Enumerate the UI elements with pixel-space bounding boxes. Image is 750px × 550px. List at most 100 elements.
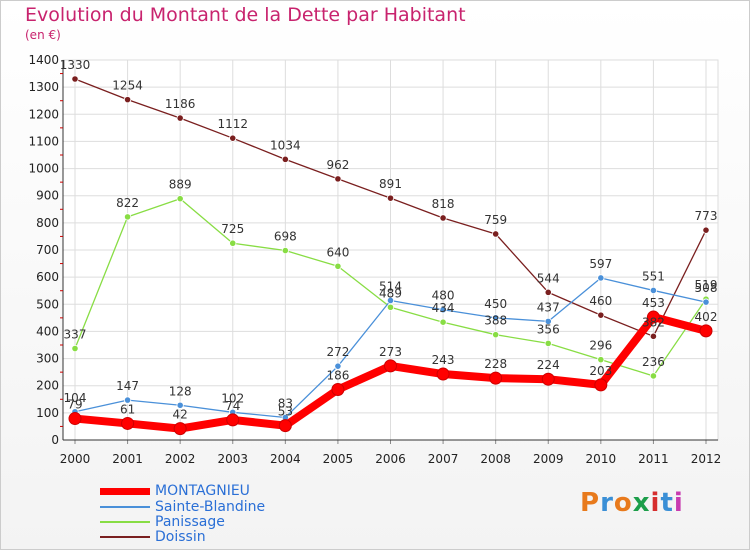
data-label-doissin: 382 (642, 315, 665, 329)
legend-item-montagnieu: MONTAGNIEU (100, 484, 300, 499)
legend-swatch-doissin (100, 536, 150, 538)
data-point-doissin (123, 96, 132, 104)
data-label-doissin: 1112 (217, 117, 248, 131)
y-tick-label: 900 (36, 189, 59, 203)
data-point-montagnieu (384, 359, 397, 373)
x-tick-label: 2000 (60, 452, 91, 466)
data-label-montagnieu: 224 (537, 358, 560, 372)
y-tick-label: 100 (36, 406, 59, 420)
data-label-sainte-blandine: 147 (116, 379, 139, 393)
data-label-montagnieu: 203 (589, 364, 612, 378)
y-tick-label: 1000 (28, 162, 59, 176)
data-point-panissage (649, 372, 658, 380)
data-label-montagnieu: 273 (379, 345, 402, 359)
x-tick-label: 2007 (428, 452, 459, 466)
data-label-doissin: 962 (326, 158, 349, 172)
data-point-doissin (281, 155, 289, 163)
data-point-montagnieu (541, 372, 555, 386)
data-point-doissin (597, 311, 605, 319)
data-label-doissin: 1254 (112, 79, 143, 93)
data-point-doissin (71, 75, 79, 83)
data-point-sainte-blandine (439, 306, 447, 314)
data-label-panissage: 236 (642, 355, 665, 369)
data-label-montagnieu: 228 (484, 357, 507, 371)
data-point-panissage (281, 246, 289, 255)
legend-label-sainte-blandine: Sainte-Blandine (155, 499, 266, 515)
data-label-montagnieu: 243 (432, 353, 455, 367)
x-tick-label: 2009 (533, 452, 564, 466)
x-tick-label: 2010 (586, 452, 617, 466)
logo-letter: o (613, 488, 633, 518)
data-point-montagnieu (68, 412, 82, 426)
data-point-doissin (334, 175, 342, 183)
data-label-sainte-blandine: 83 (278, 396, 293, 410)
y-tick-label: 400 (36, 324, 59, 338)
data-point-montagnieu (278, 419, 292, 433)
x-tick-label: 2011 (638, 452, 669, 466)
data-point-montagnieu (173, 422, 187, 436)
data-point-sainte-blandine (649, 286, 658, 295)
data-label-panissage: 698 (274, 230, 297, 244)
data-label-doissin: 1034 (270, 138, 301, 152)
data-label-panissage: 356 (537, 322, 560, 336)
x-tick-label: 2003 (217, 452, 248, 466)
data-point-sainte-blandine (334, 362, 342, 370)
data-point-panissage (71, 344, 79, 353)
legend-label-doissin: Doissin (155, 529, 206, 545)
data-point-panissage (229, 239, 237, 247)
data-label-panissage: 434 (432, 301, 455, 315)
data-label-panissage: 889 (169, 178, 192, 192)
data-label-panissage: 519 (695, 278, 718, 292)
data-point-montagnieu (594, 378, 608, 392)
data-label-panissage: 388 (484, 314, 507, 328)
legend-label-panissage: Panissage (155, 514, 225, 530)
data-label-sainte-blandine: 128 (169, 384, 192, 398)
data-point-sainte-blandine (386, 296, 395, 305)
y-tick-label: 0 (51, 433, 59, 447)
data-point-sainte-blandine (544, 317, 552, 325)
data-label-sainte-blandine: 104 (64, 391, 87, 405)
x-tick-label: 2012 (691, 452, 722, 466)
data-point-montagnieu (331, 383, 345, 397)
y-tick-label: 1100 (28, 134, 59, 148)
data-point-sainte-blandine (123, 396, 132, 404)
legend-item-doissin: Doissin (100, 530, 300, 545)
data-label-doissin: 773 (695, 209, 718, 223)
data-label-doissin: 460 (589, 294, 612, 308)
data-point-montagnieu (436, 367, 450, 381)
y-tick-label: 300 (36, 352, 59, 366)
data-label-montagnieu: 61 (120, 402, 135, 416)
proxiti-logo: Proxiti (580, 488, 684, 518)
data-label-panissage: 725 (221, 222, 244, 236)
logo-letter: i (673, 488, 684, 518)
logo-letter: t (660, 488, 674, 518)
data-label-panissage: 337 (64, 328, 87, 342)
x-tick-label: 2001 (112, 452, 143, 466)
data-label-montagnieu: 74 (225, 399, 240, 413)
legend-item-panissage: Panissage (100, 515, 300, 530)
unit-label: (en €) (25, 28, 61, 42)
data-label-montagnieu: 42 (173, 408, 188, 422)
legend-swatch-montagnieu (100, 488, 150, 495)
data-label-doissin: 1186 (165, 97, 196, 111)
y-tick-label: 500 (36, 297, 59, 311)
legend-label-montagnieu: MONTAGNIEU (155, 483, 250, 499)
x-tick-label: 2005 (323, 452, 354, 466)
data-label-doissin: 544 (537, 271, 560, 285)
legend-swatch-sainte-blandine (100, 506, 150, 508)
data-point-panissage (597, 356, 605, 364)
data-label-doissin: 891 (379, 177, 402, 191)
data-point-panissage (439, 318, 447, 326)
data-point-panissage (334, 262, 342, 270)
y-tick-label: 1200 (28, 107, 59, 121)
data-label-montagnieu: 402 (695, 310, 718, 324)
x-tick-label: 2008 (480, 452, 511, 466)
data-label-montagnieu: 186 (326, 369, 349, 383)
data-point-sainte-blandine (702, 298, 710, 306)
data-point-doissin (702, 226, 710, 234)
data-label-doissin: 818 (432, 197, 455, 211)
data-point-sainte-blandine (492, 314, 500, 322)
y-tick-label: 700 (36, 243, 59, 257)
data-point-panissage (386, 303, 395, 311)
data-point-panissage (492, 331, 500, 339)
